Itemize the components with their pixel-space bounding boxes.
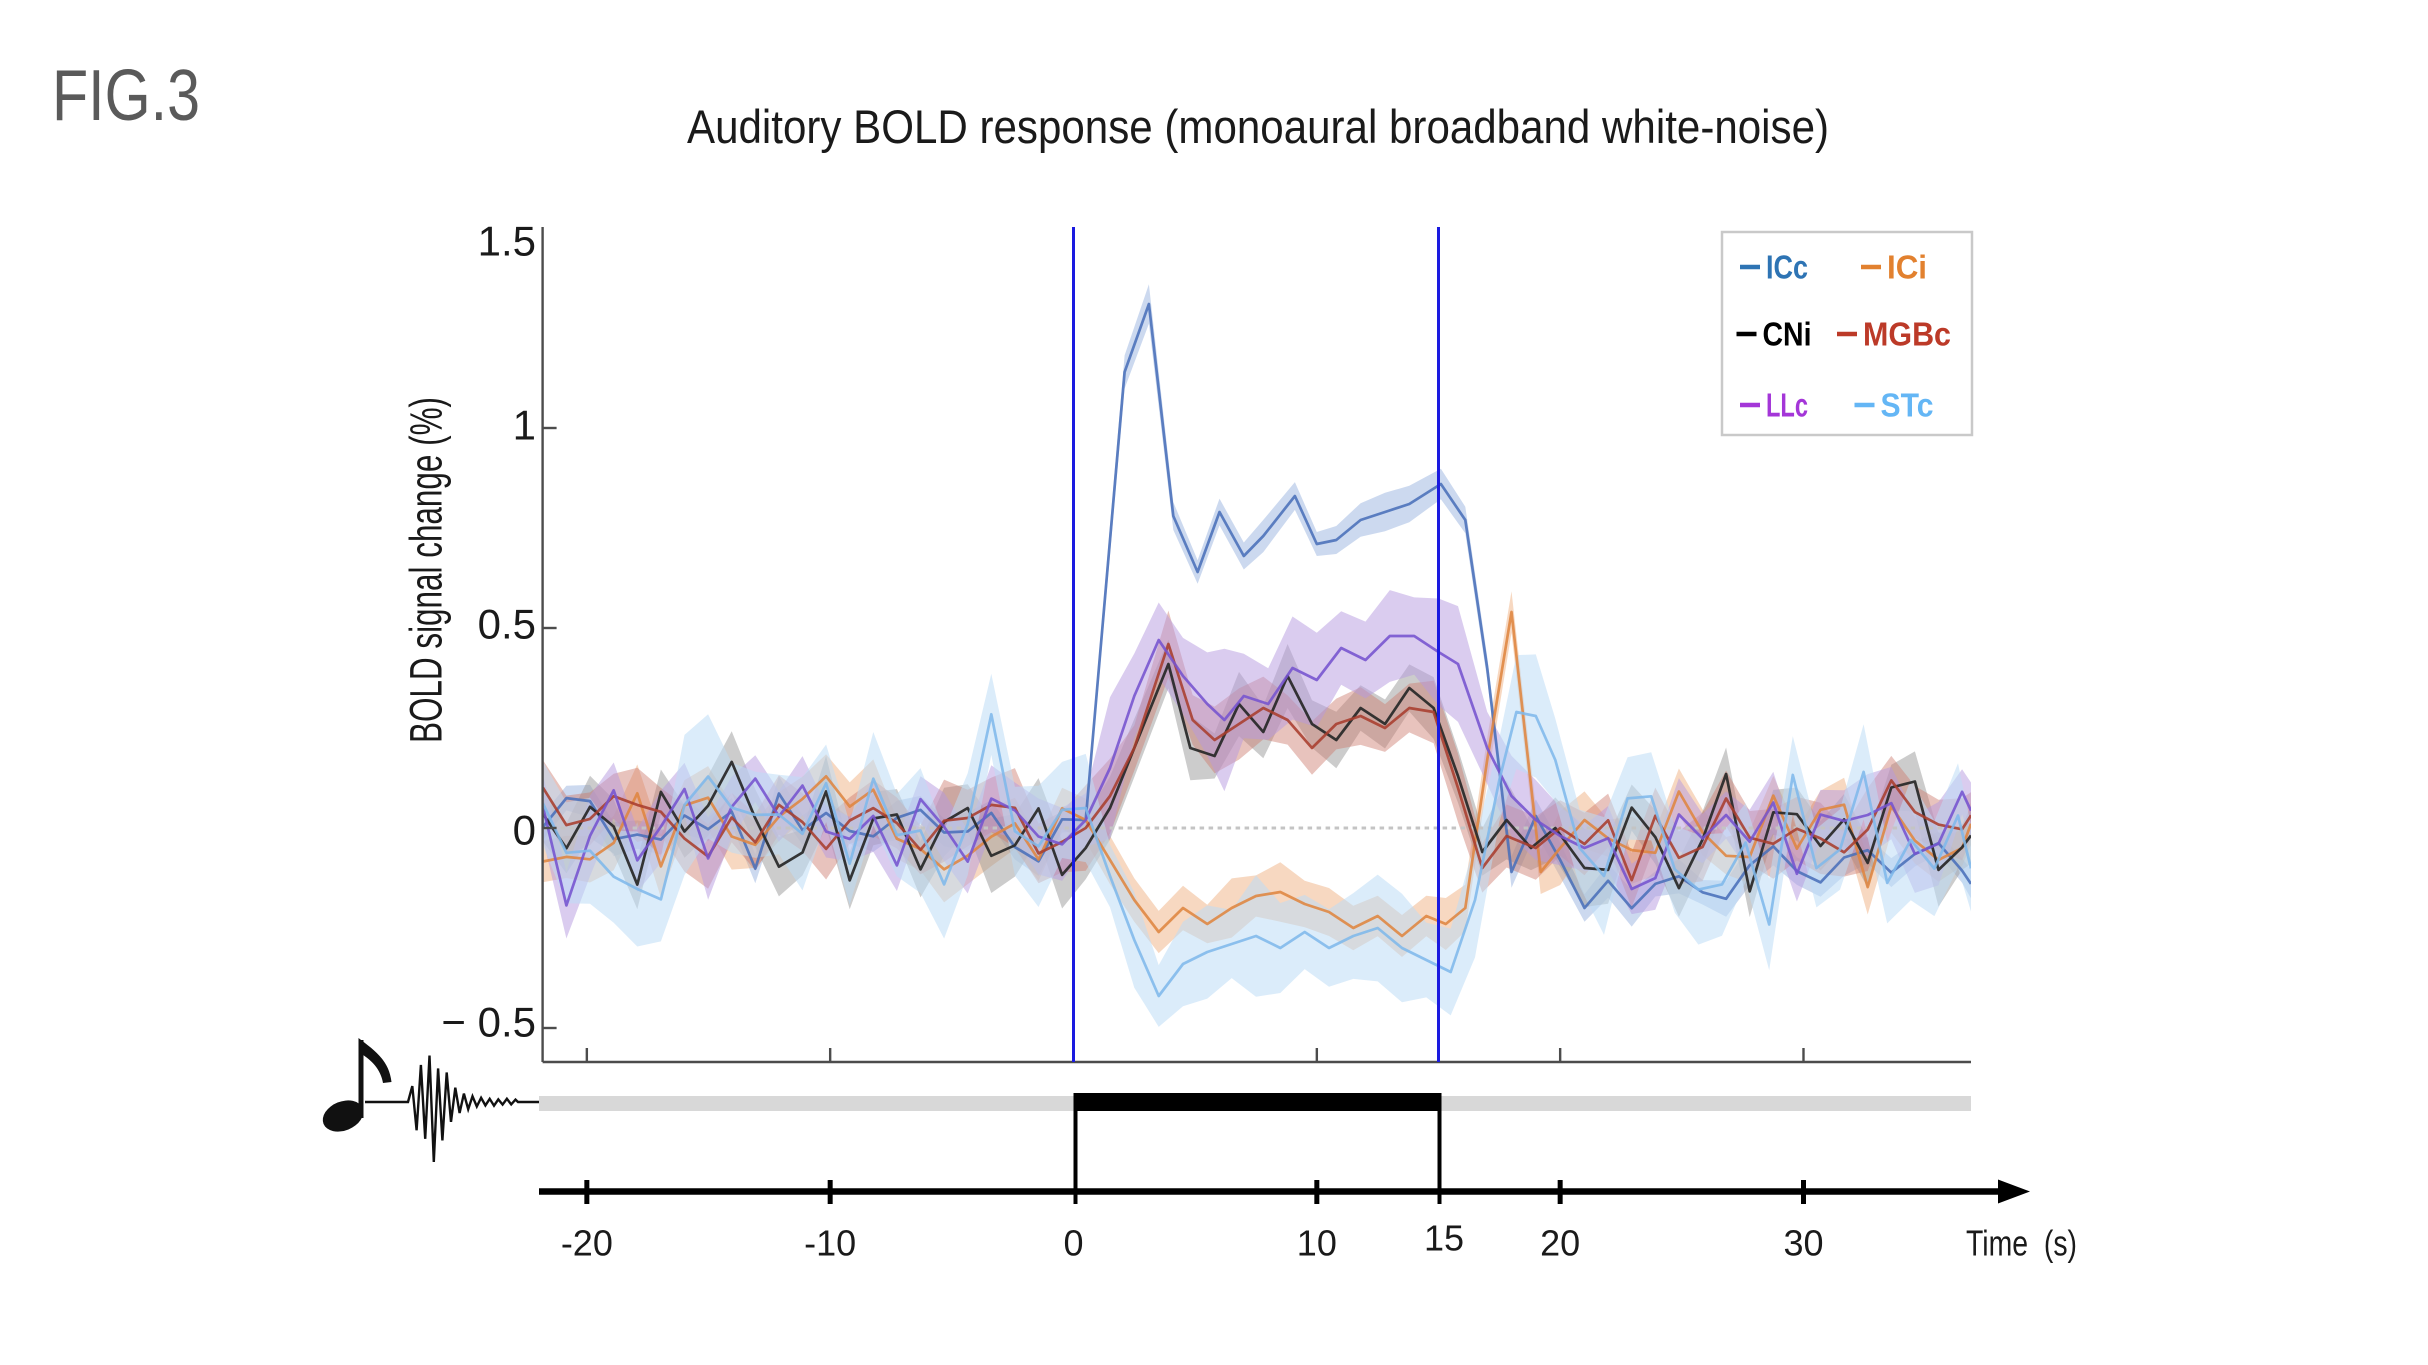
svg-text:1: 1	[513, 402, 536, 449]
svg-text:STc: STc	[1881, 387, 1934, 424]
svg-text:0: 0	[1063, 1223, 1083, 1264]
svg-text:FIG.3: FIG.3	[52, 56, 200, 136]
svg-text:Time (s): Time (s)	[1966, 1223, 2077, 1264]
svg-text:ICi: ICi	[1887, 249, 1927, 286]
svg-text:Auditory BOLD response (monoau: Auditory BOLD response (monoaural broadb…	[687, 100, 1829, 153]
svg-text:− 0.5: − 0.5	[441, 999, 536, 1046]
svg-text:0.5: 0.5	[478, 601, 536, 648]
svg-text:30: 30	[1783, 1223, 1823, 1264]
svg-text:0: 0	[513, 807, 536, 854]
svg-text:15: 15	[1424, 1218, 1464, 1259]
svg-text:10: 10	[1297, 1223, 1337, 1264]
svg-text:-20: -20	[561, 1223, 613, 1264]
svg-text:20: 20	[1540, 1223, 1580, 1264]
svg-text:-10: -10	[804, 1223, 856, 1264]
svg-text:ICc: ICc	[1766, 249, 1808, 286]
svg-text:CNi: CNi	[1763, 316, 1812, 353]
svg-text:LLc: LLc	[1766, 387, 1808, 424]
svg-text:BOLD signal change (%): BOLD signal change (%)	[401, 397, 452, 743]
svg-text:1.5: 1.5	[478, 218, 536, 265]
svg-text:MGBc: MGBc	[1863, 316, 1951, 353]
